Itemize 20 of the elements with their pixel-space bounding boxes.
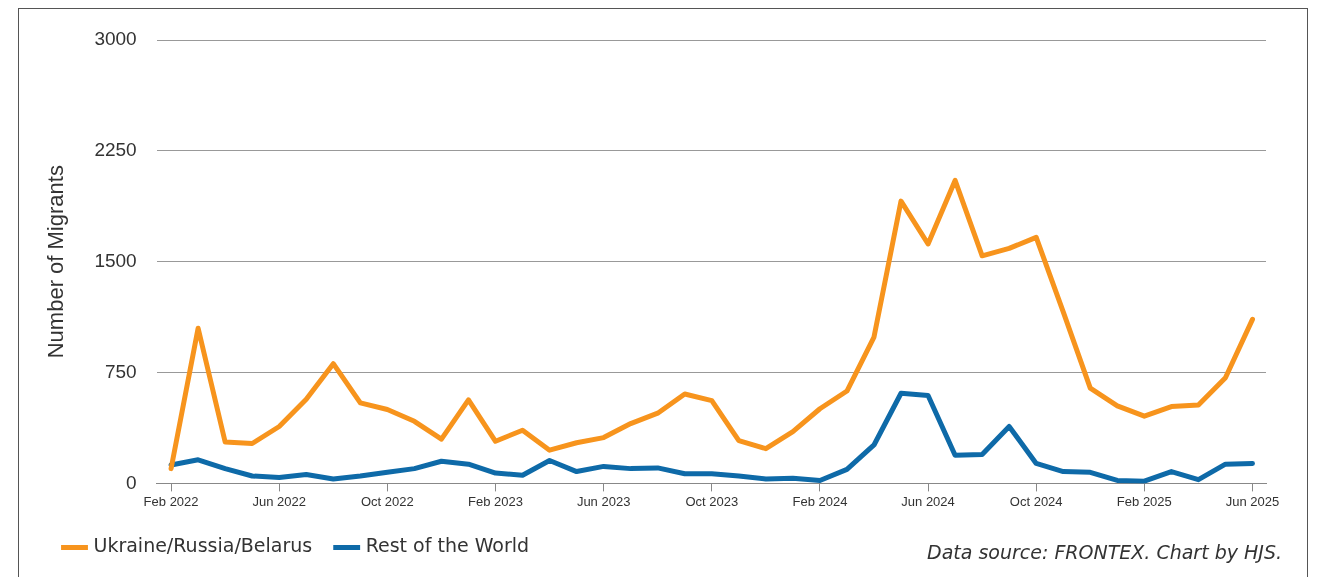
y-tick-label: 750 — [104, 360, 137, 382]
legend-label: Ukraine/Russia/Belarus — [93, 534, 313, 557]
y-tick-label: 3000 — [94, 28, 137, 50]
x-tick-label: Feb 2025 — [1116, 493, 1172, 509]
x-tick-label: Jun 2025 — [1225, 493, 1280, 509]
x-tick-label: Feb 2024 — [792, 493, 848, 509]
x-tick-label: Jun 2023 — [576, 493, 631, 509]
y-tick-label: 1500 — [94, 249, 137, 271]
x-tick-label: Oct 2024 — [1009, 493, 1063, 509]
y-axis-title: Number of Migrants — [43, 165, 69, 359]
source-note: Data source: FRONTEX. Chart by HJS. — [927, 541, 1282, 563]
x-tick-label: Feb 2023 — [468, 493, 523, 509]
x-tick-label: Oct 2023 — [685, 493, 739, 509]
x-tick-label: Oct 2022 — [360, 493, 414, 509]
x-tick-label: Jun 2024 — [901, 493, 955, 509]
x-tick-label: Jun 2022 — [252, 493, 306, 509]
y-tick-label: 0 — [126, 471, 137, 493]
y-tick-label: 2250 — [94, 139, 137, 161]
legend-label: Rest of the World — [365, 534, 530, 557]
x-tick-label: Feb 2022 — [143, 493, 199, 509]
